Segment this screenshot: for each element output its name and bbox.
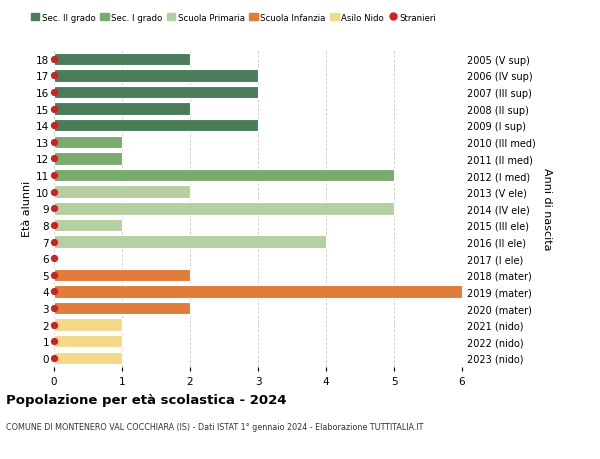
Bar bbox=[54, 153, 122, 165]
Y-axis label: Età alunni: Età alunni bbox=[22, 181, 32, 237]
Bar bbox=[54, 236, 326, 248]
Bar bbox=[54, 87, 258, 99]
Bar bbox=[54, 302, 190, 314]
Text: Popolazione per età scolastica - 2024: Popolazione per età scolastica - 2024 bbox=[6, 393, 287, 406]
Point bbox=[49, 106, 59, 113]
Point bbox=[49, 255, 59, 262]
Point bbox=[49, 89, 59, 96]
Point bbox=[49, 238, 59, 246]
Point bbox=[49, 122, 59, 129]
Legend: Sec. II grado, Sec. I grado, Scuola Primaria, Scuola Infanzia, Asilo Nido, Stran: Sec. II grado, Sec. I grado, Scuola Prim… bbox=[31, 14, 436, 22]
Point bbox=[49, 288, 59, 296]
Bar bbox=[54, 352, 122, 364]
Bar bbox=[54, 335, 122, 348]
Point bbox=[49, 321, 59, 329]
Bar bbox=[54, 285, 462, 298]
Point bbox=[49, 305, 59, 312]
Bar bbox=[54, 186, 190, 198]
Point bbox=[49, 338, 59, 345]
Point bbox=[49, 189, 59, 196]
Bar bbox=[54, 53, 190, 66]
Point bbox=[49, 156, 59, 163]
Bar bbox=[54, 202, 394, 215]
Y-axis label: Anni di nascita: Anni di nascita bbox=[542, 168, 552, 250]
Bar bbox=[54, 120, 258, 132]
Point bbox=[49, 139, 59, 146]
Point bbox=[49, 56, 59, 63]
Bar bbox=[54, 136, 122, 149]
Point bbox=[49, 73, 59, 80]
Text: COMUNE DI MONTENERO VAL COCCHIARA (IS) - Dati ISTAT 1° gennaio 2024 - Elaborazio: COMUNE DI MONTENERO VAL COCCHIARA (IS) -… bbox=[6, 422, 424, 431]
Point bbox=[49, 354, 59, 362]
Point bbox=[49, 205, 59, 213]
Bar bbox=[54, 103, 190, 116]
Bar bbox=[54, 219, 122, 232]
Bar bbox=[54, 319, 122, 331]
Point bbox=[49, 222, 59, 229]
Point bbox=[49, 172, 59, 179]
Bar bbox=[54, 169, 394, 182]
Bar bbox=[54, 70, 258, 83]
Bar bbox=[54, 269, 190, 281]
Point bbox=[49, 272, 59, 279]
